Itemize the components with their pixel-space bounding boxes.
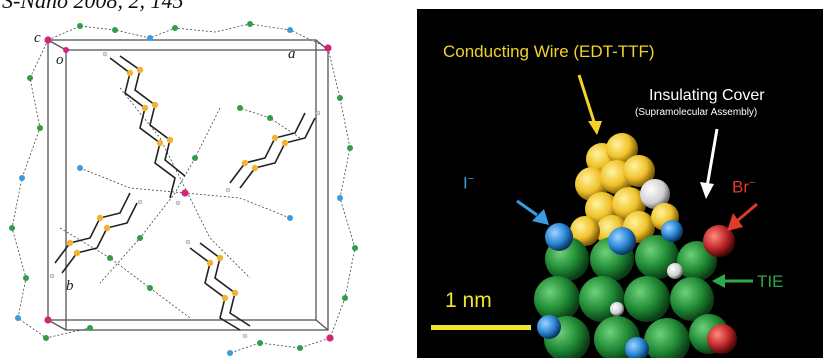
hydrogen-atoms bbox=[49, 51, 321, 339]
tie-label: TIE bbox=[757, 272, 784, 291]
axis-a-label: a bbox=[288, 46, 296, 62]
conducting-wire-label: Conducting Wire (EDT-TTF) bbox=[443, 42, 655, 61]
sulfur-atoms bbox=[66, 66, 289, 302]
halogen-green-atoms bbox=[9, 21, 358, 351]
molecule-skeletons bbox=[54, 55, 316, 331]
annotation-arrows bbox=[516, 74, 758, 288]
scale-bar-label: 1 nm bbox=[445, 289, 492, 312]
insulating-cover-label: Insulating Cover bbox=[649, 87, 765, 104]
bromide-ions bbox=[703, 225, 737, 354]
insulating-cover-sublabel: (Supramolecular Assembly) bbox=[635, 107, 758, 118]
citation-header: S-Nano 2008, 2, 145 bbox=[2, 0, 184, 13]
scale-bar bbox=[431, 325, 531, 330]
space-filling-model-panel: Conducting Wire (EDT-TTF) Insulating Cov… bbox=[417, 9, 823, 358]
iodide-label: I− bbox=[463, 173, 475, 193]
iodide-blue-atoms bbox=[15, 27, 343, 356]
iodide-ions bbox=[537, 220, 683, 358]
bromide-magenta-atoms bbox=[44, 36, 334, 342]
space-filling-model bbox=[431, 74, 758, 358]
axis-b-label: b bbox=[66, 278, 74, 294]
crystal-packing-diagram bbox=[9, 21, 358, 356]
hydrogen-bond-network bbox=[11, 23, 356, 354]
bromide-label: Br− bbox=[732, 177, 756, 197]
unit-cell-box bbox=[47, 39, 329, 331]
axis-o-label: o bbox=[56, 52, 64, 68]
axis-c-label: c bbox=[34, 30, 41, 46]
